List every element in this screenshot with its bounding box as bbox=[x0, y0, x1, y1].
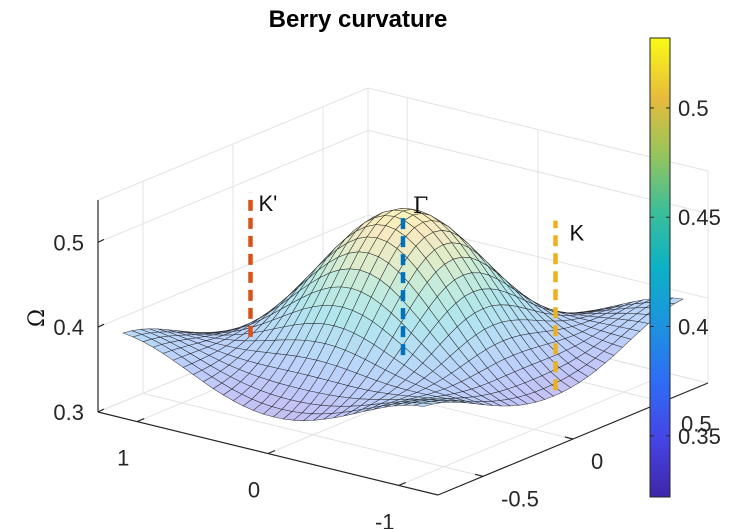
tick-labels: 1 0 -1 0.5 0 -0.5 0.3 0.4 0.5 bbox=[53, 230, 711, 529]
x-tick-label: 1 bbox=[117, 446, 129, 471]
x-tick-mark bbox=[267, 449, 276, 455]
y-tick-label: 0 bbox=[591, 449, 603, 474]
y-tick-label: 0.5 bbox=[681, 412, 712, 437]
colorbar-tick-label: 0.5 bbox=[678, 96, 709, 121]
z-tick-label: 0.5 bbox=[53, 230, 84, 255]
grid-line bbox=[97, 129, 369, 243]
x-tick-label: -1 bbox=[375, 509, 395, 529]
grid-line bbox=[97, 214, 369, 328]
chart-title: Berry curvature bbox=[269, 6, 448, 33]
marker-label: K bbox=[570, 221, 585, 246]
z-tick-label: 0.4 bbox=[53, 315, 84, 340]
z-tick-mark bbox=[97, 238, 105, 243]
colorbar-ticks: 0.35 0.4 0.45 0.5 bbox=[650, 96, 721, 449]
y-tick-label: -0.5 bbox=[501, 486, 539, 511]
z-tick-mark bbox=[97, 323, 105, 328]
colorbar: 0.35 0.4 0.45 0.5 bbox=[649, 37, 721, 498]
axes-lines bbox=[97, 200, 709, 496]
x-tick-mark bbox=[136, 418, 145, 423]
box-edge bbox=[97, 87, 369, 201]
marker-label: K' bbox=[259, 191, 278, 216]
colorbar-tick-label: 0.4 bbox=[678, 315, 709, 340]
z-axis-label: Ω bbox=[25, 309, 50, 327]
colorbar-tick-label: 0.35 bbox=[678, 424, 721, 449]
y-tick-mark bbox=[474, 473, 484, 477]
annotations: K' Γ K bbox=[248, 191, 585, 391]
z-tick-mark bbox=[97, 408, 105, 413]
z-tick-label: 0.3 bbox=[53, 400, 84, 425]
marker-label: Γ bbox=[413, 194, 428, 219]
y-tick-mark bbox=[564, 436, 574, 440]
x-tick-label: 0 bbox=[248, 478, 260, 503]
x-tick-mark bbox=[398, 481, 407, 486]
grid-line bbox=[142, 392, 484, 477]
colorbar-tick-label: 0.45 bbox=[678, 205, 721, 230]
colorbar-gradient bbox=[649, 37, 671, 498]
surface-mesh bbox=[122, 208, 684, 421]
surface-face bbox=[413, 402, 433, 407]
